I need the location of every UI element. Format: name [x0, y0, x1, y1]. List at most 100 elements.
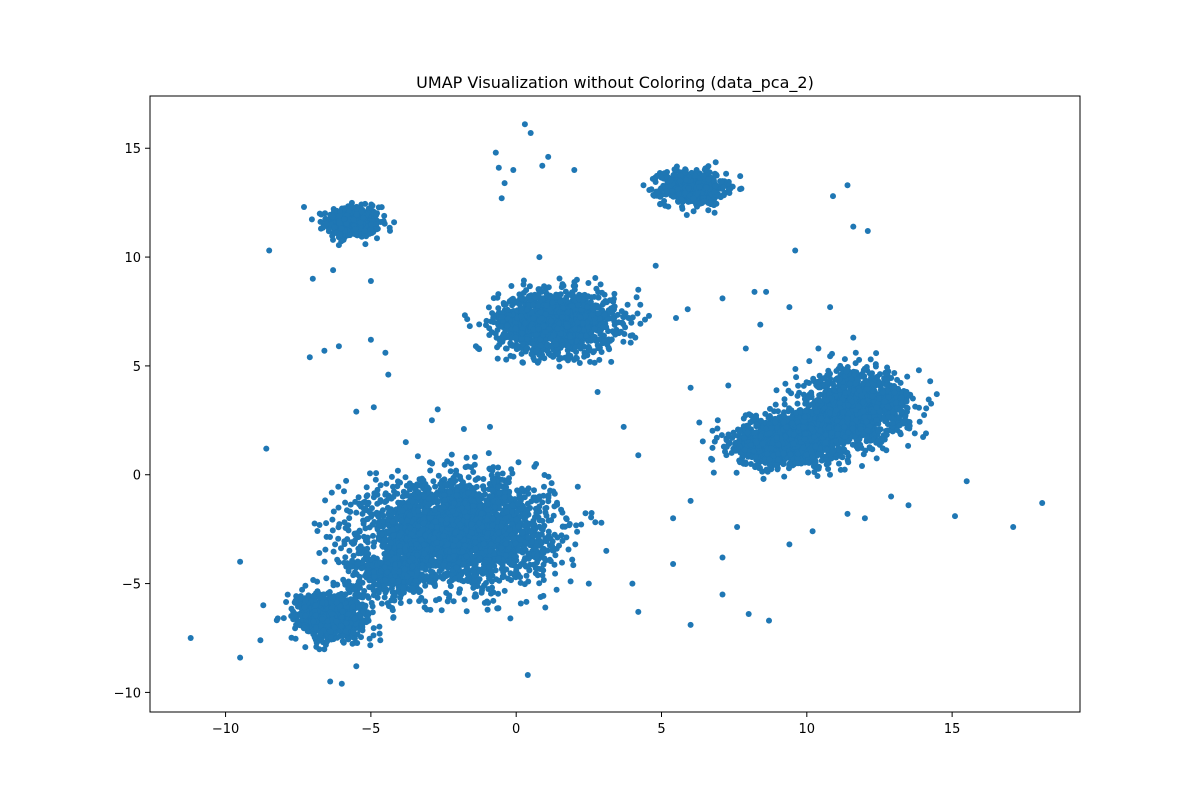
scatter-point	[341, 216, 348, 222]
scatter-point	[572, 541, 579, 548]
scatter-point	[430, 478, 437, 485]
scatter-point	[522, 320, 529, 327]
scatter-point	[322, 215, 329, 222]
scatter-point	[538, 531, 545, 538]
scatter-point	[577, 314, 584, 321]
scatter-point	[559, 314, 566, 321]
scatter-point	[401, 555, 408, 562]
scatter-point	[494, 355, 501, 362]
scatter-point	[402, 474, 409, 481]
scatter-point	[498, 314, 505, 320]
scatter-point	[620, 338, 627, 345]
scatter-point	[382, 499, 388, 505]
scatter-point	[553, 586, 560, 593]
scatter-point	[341, 205, 348, 212]
scatter-point	[571, 325, 578, 332]
scatter-point	[342, 499, 349, 506]
scatter-point	[710, 177, 717, 184]
scatter-point	[607, 297, 613, 304]
scatter-point	[387, 227, 393, 234]
scatter-point	[589, 311, 596, 318]
scatter-point	[705, 176, 712, 183]
scatter-point	[369, 202, 376, 209]
scatter-point	[519, 359, 526, 366]
scatter-point	[703, 184, 710, 191]
scatter-point	[332, 541, 339, 548]
scatter-point	[352, 231, 359, 237]
scatter-point	[314, 528, 321, 534]
scatter-point	[599, 289, 605, 296]
scatter-point	[466, 482, 473, 489]
scatter-point	[720, 192, 727, 199]
scatter-point	[567, 333, 574, 340]
scatter-point	[599, 301, 606, 308]
scatter-point	[316, 550, 323, 556]
scatter-point	[538, 315, 545, 322]
scatter-point	[441, 461, 448, 468]
scatter-point	[541, 483, 547, 490]
scatter-point	[578, 339, 585, 346]
scatter-point	[620, 321, 627, 328]
scatter-point	[336, 521, 343, 528]
scatter-point	[535, 302, 542, 309]
scatter-point	[518, 313, 525, 320]
scatter-point	[484, 606, 491, 613]
scatter-point	[520, 277, 527, 284]
scatter-point	[368, 221, 375, 228]
scatter-point	[490, 314, 497, 320]
scatter-point	[696, 184, 703, 191]
scatter-point	[708, 198, 714, 205]
scatter-point	[557, 291, 564, 298]
chart-title: UMAP Visualization without Coloring (dat…	[416, 73, 814, 93]
scatter-point	[505, 575, 512, 582]
scatter-point	[373, 489, 380, 496]
scatter-point	[485, 304, 492, 311]
scatter-point	[536, 503, 543, 510]
scatter-point	[448, 460, 455, 467]
scatter-point	[587, 358, 594, 365]
scatter-point	[532, 294, 539, 301]
scatter-point	[509, 296, 516, 303]
scatter-point	[627, 339, 634, 346]
scatter-point	[329, 232, 336, 239]
scatter-point	[585, 280, 592, 286]
scatter-point	[358, 208, 365, 215]
scatter-point	[508, 283, 515, 289]
scatter-point	[576, 296, 582, 303]
scatter-point	[358, 201, 365, 208]
scatter-point	[472, 591, 479, 598]
scatter-point	[535, 358, 542, 365]
scatter-point	[690, 208, 697, 215]
scatter-point	[548, 293, 555, 300]
scatter-point	[463, 608, 470, 615]
scatter-point	[606, 346, 613, 353]
scatter-point	[665, 203, 672, 210]
scatter-point	[600, 324, 607, 331]
scatter-point	[683, 176, 689, 183]
scatter-point	[682, 167, 689, 174]
scatter-point	[388, 473, 395, 480]
scatter-point	[633, 294, 640, 301]
scatter-point	[530, 315, 537, 322]
scatter-point	[737, 186, 744, 193]
scatter-point	[336, 212, 343, 219]
scatter-point	[496, 577, 503, 584]
scatter-point	[570, 562, 577, 569]
scatter-point	[364, 516, 371, 522]
scatter-point	[545, 473, 552, 480]
scatter-point	[488, 329, 495, 336]
scatter-point	[629, 314, 636, 321]
scatter-point	[554, 325, 561, 332]
scatter-point	[705, 207, 712, 214]
scatter-point	[432, 483, 439, 490]
scatter-point	[608, 358, 615, 365]
scatter-point	[502, 301, 509, 308]
scatter-point	[512, 334, 519, 341]
scatter-point	[573, 522, 580, 529]
scatter-point	[379, 507, 386, 514]
scatter-point	[464, 463, 471, 470]
scatter-point	[466, 323, 473, 330]
scatter-point	[322, 546, 329, 553]
scatter-point	[490, 597, 497, 604]
scatter-point	[483, 317, 490, 324]
